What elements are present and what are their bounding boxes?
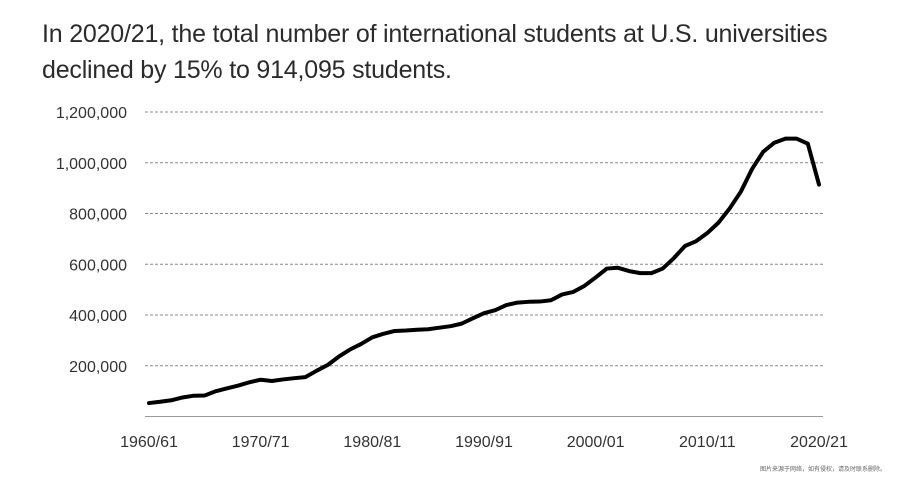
x-tick-label: 1990/91 [455,434,513,451]
x-tick-label: 2020/21 [790,434,848,451]
y-tick-label: 800,000 [69,207,127,224]
watermark-text: 图片来源于网络，如有侵权，请及时联系删除。 [759,466,886,473]
y-tick-label: 1,200,000 [56,105,127,122]
x-tick-label: 2010/11 [679,434,736,451]
x-tick-label: 1960/61 [120,434,178,451]
y-tick-label: 400,000 [69,308,127,325]
x-tick-label: 1970/71 [232,434,290,451]
y-tick-label: 200,000 [69,359,127,376]
y-tick-label: 1,000,000 [56,156,127,173]
x-tick-label: 2000/01 [567,434,625,451]
y-axis-tick-labels: 200,000 400,000 600,000 800,000 1,000,000 1,2… [56,105,127,376]
x-tick-label: 1980/81 [343,434,401,451]
series-layer [147,136,821,406]
series-line [147,136,821,406]
x-axis-tick-labels: 1960/61 1970/71 1980/81 1990/91 2000/01 2010/… [120,434,848,451]
y-tick-label: 600,000 [69,257,127,274]
chart-title: In 2020/21, the total number of internat… [42,20,828,84]
gridlines [145,111,823,367]
